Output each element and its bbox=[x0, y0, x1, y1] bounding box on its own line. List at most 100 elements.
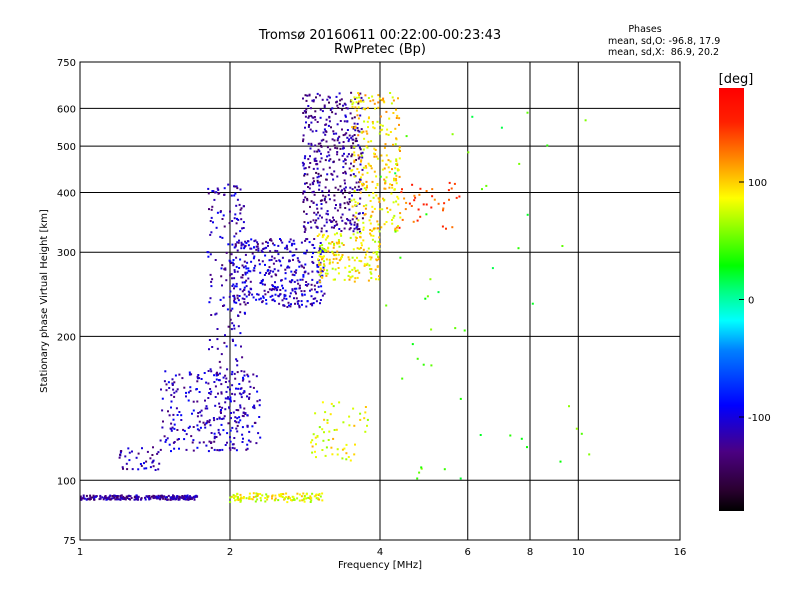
data-point bbox=[391, 96, 394, 99]
data-point bbox=[256, 293, 259, 296]
data-point bbox=[227, 422, 230, 425]
data-point bbox=[224, 408, 227, 411]
data-point bbox=[315, 497, 318, 500]
data-point bbox=[207, 255, 210, 258]
data-point bbox=[173, 447, 176, 450]
data-point bbox=[359, 418, 362, 421]
data-point bbox=[159, 496, 162, 499]
data-point bbox=[287, 301, 290, 304]
data-point bbox=[252, 269, 255, 272]
data-point bbox=[351, 117, 354, 120]
data-point bbox=[310, 283, 313, 286]
data-point bbox=[396, 229, 399, 232]
data-point bbox=[359, 178, 362, 181]
data-point bbox=[345, 107, 348, 110]
data-point bbox=[244, 240, 247, 243]
data-point bbox=[109, 494, 112, 497]
data-point bbox=[341, 242, 344, 245]
data-point bbox=[229, 290, 232, 293]
data-point bbox=[391, 186, 394, 189]
data-point bbox=[357, 117, 360, 120]
data-point bbox=[331, 220, 334, 223]
data-point bbox=[315, 129, 318, 132]
data-point bbox=[360, 260, 363, 263]
data-point bbox=[369, 229, 372, 231]
data-point bbox=[270, 289, 273, 292]
data-point bbox=[162, 420, 164, 423]
data-point bbox=[258, 298, 261, 301]
data-point bbox=[458, 195, 461, 198]
data-point bbox=[323, 260, 325, 263]
data-point bbox=[356, 269, 359, 272]
data-point bbox=[238, 416, 241, 419]
data-point bbox=[322, 266, 325, 269]
data-point bbox=[328, 189, 331, 192]
data-point bbox=[315, 162, 318, 165]
data-point bbox=[305, 281, 308, 283]
data-point bbox=[325, 130, 328, 133]
data-point bbox=[411, 183, 414, 186]
data-point bbox=[189, 389, 192, 392]
data-point bbox=[217, 192, 220, 195]
data-point bbox=[209, 424, 212, 427]
data-point bbox=[314, 450, 316, 453]
data-point bbox=[479, 434, 482, 436]
data-point bbox=[327, 194, 330, 197]
data-point bbox=[348, 415, 351, 418]
data-point bbox=[218, 402, 221, 405]
data-point bbox=[191, 441, 194, 444]
data-point bbox=[342, 421, 345, 424]
data-point bbox=[305, 99, 308, 102]
data-point bbox=[196, 377, 199, 380]
data-point bbox=[311, 278, 314, 281]
data-point bbox=[241, 433, 244, 436]
data-point bbox=[256, 494, 259, 497]
data-point bbox=[323, 264, 326, 267]
data-point bbox=[261, 260, 264, 263]
data-point bbox=[241, 290, 244, 293]
data-point bbox=[170, 400, 173, 403]
data-point bbox=[304, 227, 307, 230]
data-point bbox=[320, 290, 323, 293]
data-point bbox=[323, 431, 325, 434]
data-point bbox=[293, 297, 295, 300]
data-point bbox=[301, 265, 304, 268]
data-point bbox=[254, 500, 257, 503]
data-point bbox=[233, 270, 236, 273]
data-point bbox=[167, 494, 170, 497]
data-point bbox=[188, 425, 191, 428]
data-point bbox=[355, 101, 358, 104]
data-point bbox=[383, 187, 386, 190]
data-point bbox=[408, 202, 411, 205]
data-point bbox=[302, 164, 305, 167]
data-point bbox=[317, 175, 320, 178]
data-point bbox=[363, 264, 366, 267]
data-point bbox=[173, 441, 176, 443]
data-point bbox=[329, 261, 331, 264]
data-point bbox=[114, 498, 117, 501]
data-point bbox=[282, 287, 284, 290]
data-point bbox=[350, 91, 353, 94]
data-point bbox=[171, 497, 174, 500]
data-point bbox=[350, 155, 353, 158]
data-point bbox=[249, 440, 252, 443]
data-point bbox=[294, 271, 297, 274]
data-point bbox=[236, 417, 239, 420]
data-point bbox=[359, 230, 361, 233]
data-point bbox=[365, 166, 368, 169]
data-point bbox=[398, 175, 401, 178]
data-point bbox=[221, 284, 223, 287]
data-point bbox=[208, 392, 211, 394]
data-point bbox=[303, 210, 305, 213]
data-point bbox=[315, 456, 317, 459]
data-point bbox=[332, 252, 335, 255]
data-point bbox=[83, 497, 86, 500]
data-point bbox=[249, 385, 252, 388]
data-point bbox=[228, 380, 231, 383]
data-point bbox=[215, 226, 218, 229]
data-point bbox=[343, 227, 346, 230]
data-point bbox=[395, 117, 398, 119]
data-point bbox=[377, 278, 380, 281]
data-point bbox=[282, 493, 285, 496]
data-point bbox=[341, 154, 344, 157]
